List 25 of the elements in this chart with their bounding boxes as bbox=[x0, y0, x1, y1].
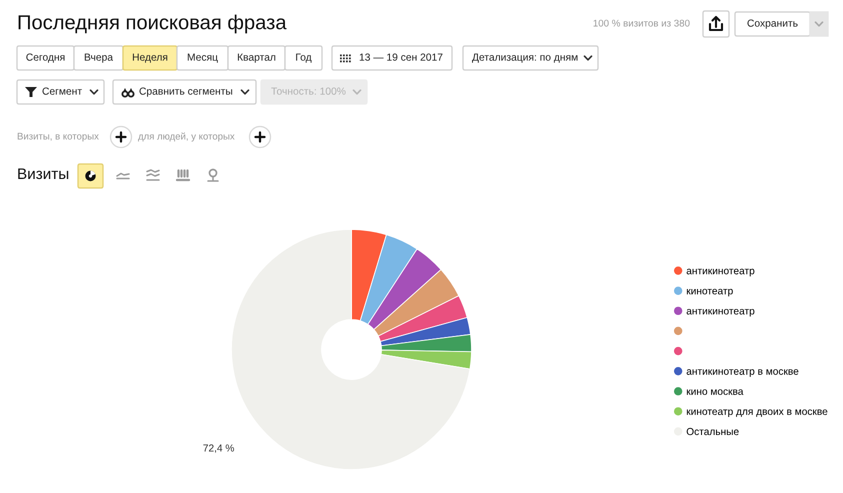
text: для людей, у которых bbox=[138, 132, 235, 142]
text: Визиты, в которых bbox=[18, 132, 99, 142]
legend-label: Остальные bbox=[686, 428, 739, 436]
text: Визиты bbox=[18, 168, 68, 180]
data-label: 72,4 % bbox=[203, 444, 234, 453]
text: Сегодня bbox=[26, 53, 64, 63]
legend-label: антикинотеатр bbox=[686, 308, 754, 317]
legend-label: антикинотеатр в москве bbox=[686, 369, 798, 377]
text: Месяц bbox=[188, 54, 218, 63]
text: Сравнить сегменты bbox=[140, 87, 232, 97]
legend-label: кинотеатр bbox=[686, 288, 733, 296]
text: Точность: 100% bbox=[271, 87, 346, 95]
text: Вчера bbox=[84, 54, 114, 63]
text: Квартал bbox=[238, 54, 276, 63]
text: 100 % визитов из 380 bbox=[594, 20, 690, 27]
legend-label: антикинотеатр bbox=[686, 268, 754, 276]
text: 13 — 19 сен 2017 bbox=[360, 53, 442, 61]
text: Детализация: по дням bbox=[472, 54, 578, 63]
text: Сохранить bbox=[747, 19, 798, 29]
legend-label: кино москва bbox=[686, 389, 744, 395]
text: Сегмент bbox=[42, 87, 82, 95]
text: Год bbox=[296, 54, 312, 63]
legend-label: кинотеатр для двоих в москве bbox=[686, 409, 828, 418]
chart-title: Последняя поисковая фраза bbox=[18, 14, 287, 34]
text: Неделя bbox=[132, 54, 168, 63]
